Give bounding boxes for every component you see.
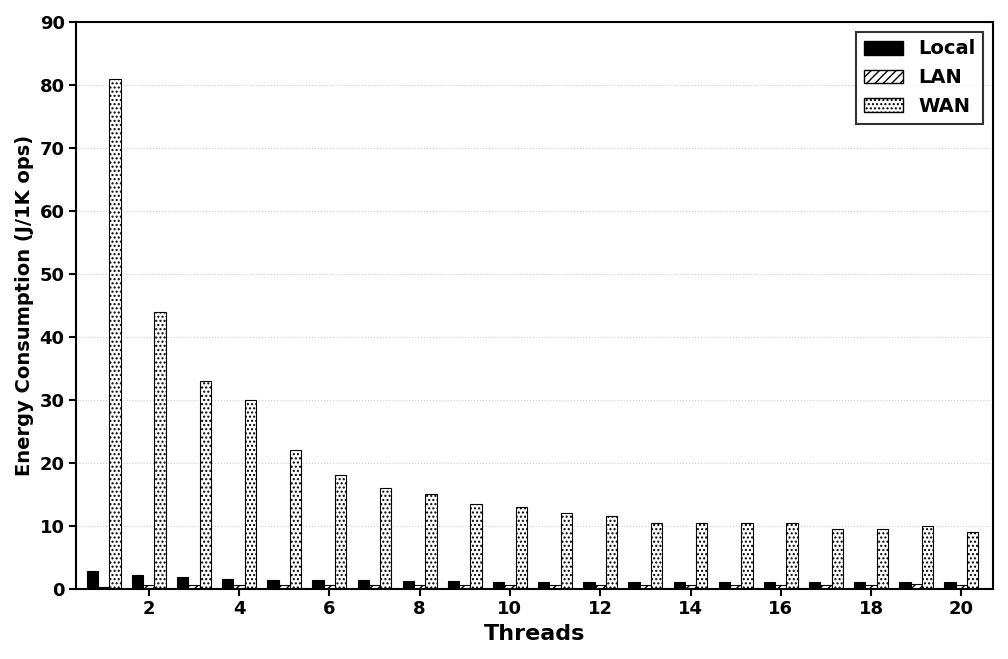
Bar bbox=[684, 585, 697, 588]
Bar bbox=[899, 583, 910, 588]
Bar bbox=[854, 583, 866, 588]
Bar bbox=[560, 513, 572, 588]
Bar bbox=[109, 78, 121, 588]
Bar bbox=[425, 494, 436, 588]
Bar bbox=[786, 523, 797, 588]
Bar bbox=[267, 580, 278, 588]
Bar bbox=[651, 523, 662, 588]
Bar bbox=[504, 585, 515, 588]
Bar bbox=[910, 584, 922, 588]
Bar bbox=[606, 516, 617, 588]
Bar bbox=[956, 585, 967, 588]
Bar bbox=[719, 582, 730, 588]
Bar bbox=[222, 579, 234, 588]
Bar bbox=[188, 585, 200, 588]
Bar bbox=[821, 585, 832, 588]
Bar bbox=[967, 532, 979, 588]
Bar bbox=[549, 585, 560, 588]
Bar bbox=[177, 577, 188, 588]
Bar bbox=[741, 523, 753, 588]
Bar bbox=[628, 582, 640, 588]
Bar bbox=[944, 583, 956, 588]
Bar bbox=[730, 585, 741, 588]
Bar bbox=[922, 526, 933, 588]
Bar bbox=[866, 585, 877, 588]
Bar bbox=[448, 581, 459, 588]
Bar bbox=[515, 507, 527, 588]
Bar bbox=[471, 503, 482, 588]
Legend: Local, LAN, WAN: Local, LAN, WAN bbox=[856, 32, 983, 124]
Bar bbox=[640, 585, 651, 588]
Bar bbox=[234, 585, 245, 588]
Bar bbox=[832, 529, 843, 588]
Bar bbox=[290, 450, 301, 588]
Bar bbox=[493, 582, 504, 588]
Bar bbox=[98, 587, 109, 588]
X-axis label: Threads: Threads bbox=[484, 624, 586, 644]
Bar bbox=[877, 529, 888, 588]
Bar bbox=[764, 583, 775, 588]
Bar bbox=[775, 585, 786, 588]
Bar bbox=[584, 582, 595, 588]
Bar bbox=[245, 400, 256, 588]
Bar bbox=[143, 585, 154, 588]
Bar bbox=[673, 582, 684, 588]
Bar bbox=[154, 312, 165, 588]
Bar bbox=[595, 585, 606, 588]
Bar bbox=[402, 581, 414, 588]
Bar bbox=[358, 581, 369, 588]
Bar bbox=[538, 582, 549, 588]
Y-axis label: Energy Consumption (J/1K ops): Energy Consumption (J/1K ops) bbox=[15, 134, 34, 476]
Bar bbox=[278, 585, 290, 588]
Bar bbox=[200, 381, 211, 588]
Bar bbox=[369, 585, 380, 588]
Bar bbox=[324, 585, 335, 588]
Bar bbox=[335, 475, 347, 588]
Bar bbox=[87, 571, 98, 588]
Bar bbox=[809, 583, 821, 588]
Bar bbox=[312, 581, 324, 588]
Bar bbox=[380, 488, 391, 588]
Bar bbox=[459, 585, 471, 588]
Bar bbox=[132, 575, 143, 588]
Bar bbox=[414, 585, 425, 588]
Bar bbox=[697, 523, 708, 588]
